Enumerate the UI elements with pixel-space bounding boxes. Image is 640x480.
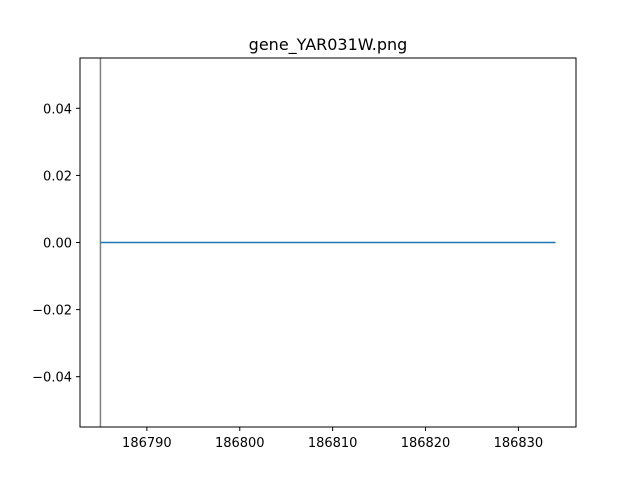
x-tick-label: 186820	[401, 436, 451, 451]
y-tick-label: 0.04	[43, 102, 72, 117]
x-tick-label: 186830	[494, 436, 544, 451]
y-axis: 0.04 0.02 0.00 −0.02 −0.04	[32, 102, 80, 386]
x-axis: 186790 186800 186810 186820 186830	[122, 427, 543, 451]
x-tick-label: 186790	[122, 436, 172, 451]
y-tick-label: 0.00	[43, 237, 72, 252]
y-tick-label: −0.04	[32, 371, 72, 386]
x-tick-label: 186810	[308, 436, 358, 451]
plot-area	[99, 58, 556, 427]
chart-title: gene_YAR031W.png	[249, 35, 408, 55]
y-tick-label: 0.02	[43, 169, 72, 184]
y-tick-label: −0.02	[32, 304, 72, 319]
x-tick-label: 186800	[215, 436, 265, 451]
